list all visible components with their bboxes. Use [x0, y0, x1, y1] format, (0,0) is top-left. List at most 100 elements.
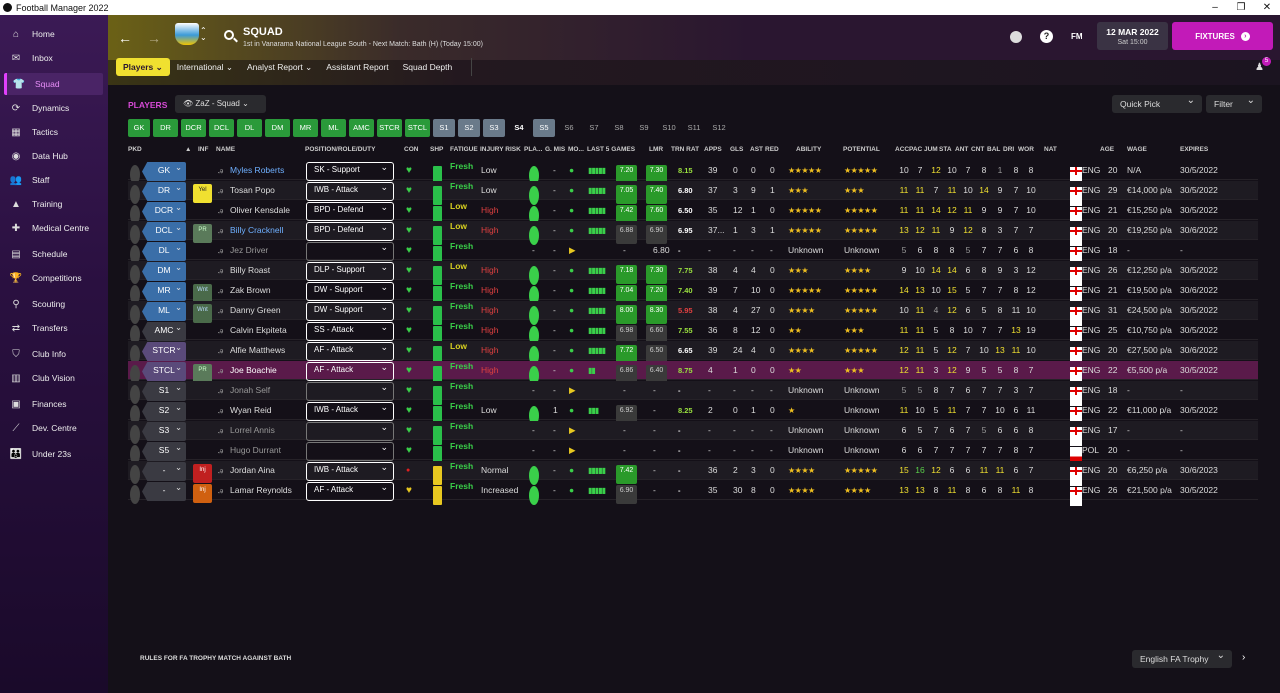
position-selector[interactable]: S3	[142, 422, 186, 441]
role-duty-selector[interactable]	[306, 440, 394, 461]
tab-players[interactable]: Players ⌄	[116, 58, 170, 76]
quick-pick-button[interactable]: Quick Pick	[1112, 92, 1202, 113]
pick-checkbox[interactable]	[130, 245, 140, 264]
player-name[interactable]: Billy Cracknell	[230, 225, 284, 235]
view-select[interactable]: 👁 ZaZ - Squad ⌄	[175, 95, 266, 113]
chevron-down-icon[interactable]: ⌄	[175, 262, 183, 272]
position-selector[interactable]: MR	[142, 282, 186, 301]
player-name[interactable]: Myles Roberts	[230, 165, 285, 175]
pick-checkbox[interactable]	[130, 225, 140, 244]
column-header[interactable]: PAC	[909, 146, 923, 153]
position-filter-s3[interactable]: S3	[483, 119, 505, 137]
tab-assistant-report[interactable]: Assistant Report	[326, 62, 389, 72]
column-header[interactable]: ACC	[895, 146, 910, 153]
sidebar-item-inbox[interactable]: ✉ Inbox	[4, 47, 103, 69]
player-name[interactable]: Jordan Aina	[230, 465, 275, 475]
column-header[interactable]: POSITION/ROLE/DUTY	[305, 146, 376, 153]
fm-icon[interactable]: FM	[1071, 32, 1083, 41]
sidebar-item-squad[interactable]: 👕 Squad	[4, 73, 103, 95]
chevron-down-icon[interactable]: ⌄	[175, 342, 183, 352]
column-header[interactable]: SHP	[430, 146, 444, 153]
position-filter-s2[interactable]: S2	[458, 119, 480, 137]
player-name[interactable]: Joe Boachie	[230, 365, 277, 375]
sidebar-item-medical-centre[interactable]: ✚ Medical Centre	[4, 217, 103, 239]
pick-checkbox[interactable]	[130, 345, 140, 364]
column-header[interactable]: STA	[939, 146, 952, 153]
player-name[interactable]: Zak Brown	[230, 285, 271, 295]
chevron-down-icon[interactable]: ⌄	[175, 462, 183, 472]
column-header[interactable]: G. MIS	[545, 146, 566, 153]
table-row[interactable]: S1⌄ ꭿ Jonah Self ♥ Fresh - - ▶ - - - - - - - Unknown Unk…	[128, 380, 1258, 406]
position-selector[interactable]: -	[142, 482, 186, 501]
chevron-down-icon[interactable]: ⌄	[175, 422, 183, 432]
player-name[interactable]: Oliver Kensdale	[230, 205, 291, 215]
table-row[interactable]: DCL⌄ PR ꭿ Billy Cracknell BPD - Defend ♥ Low Hi…	[128, 220, 1258, 246]
sidebar-item-competitions[interactable]: 🏆 Competitions	[4, 267, 103, 289]
position-selector[interactable]: AMC	[142, 322, 186, 341]
role-duty-selector[interactable]: AF - Attack	[306, 360, 394, 381]
chevron-down-icon[interactable]: ⌄	[175, 162, 183, 172]
chevron-down-icon[interactable]: ⌄	[175, 222, 183, 232]
chevron-down-icon[interactable]: ⌄	[175, 482, 183, 492]
position-filter-s9[interactable]: S9	[639, 123, 649, 132]
sidebar-item-club-vision[interactable]: ▥ Club Vision	[4, 367, 103, 389]
back-arrow-icon[interactable]: ←	[118, 30, 132, 46]
table-row[interactable]: AMC⌄ ꭿ Calvin Ekpiteta SS - Attack ♥ Fresh Hig…	[128, 320, 1258, 346]
tab-international[interactable]: International ⌄	[176, 62, 234, 72]
chevron-down-icon[interactable]: ⌄	[175, 382, 183, 392]
table-row[interactable]: GK⌄ ꭿ Myles Roberts SK - Support ♥ Fresh Low - ●…	[128, 160, 1258, 186]
position-filter-stcr[interactable]: STCR	[377, 119, 402, 137]
position-filter-s7[interactable]: S7	[589, 123, 599, 132]
column-header[interactable]: RED	[765, 146, 779, 153]
position-selector[interactable]: DM	[142, 262, 186, 281]
close-button[interactable]: ✕	[1262, 2, 1272, 13]
player-name[interactable]: Calvin Ekpiteta	[230, 325, 287, 335]
column-header[interactable]: CNT	[971, 146, 985, 153]
role-duty-selector[interactable]: DW - Support	[306, 280, 394, 301]
position-selector[interactable]: DCR	[142, 202, 186, 221]
pick-checkbox[interactable]	[130, 445, 140, 464]
sidebar-item-transfers[interactable]: ⇄ Transfers	[4, 317, 103, 339]
role-duty-selector[interactable]: AF - Attack	[306, 480, 394, 501]
tab-squad-depth[interactable]: Squad Depth	[402, 62, 453, 72]
pick-checkbox[interactable]	[130, 205, 140, 224]
table-row[interactable]: DCR⌄ ꭿ Oliver Kensdale BPD - Defend ♥ Low High…	[128, 200, 1258, 226]
position-filter-dr[interactable]: DR	[153, 119, 178, 137]
player-name[interactable]: Hugo Durrant	[230, 445, 282, 455]
table-row[interactable]: STCL⌄ PR ꭿ Joe Boachie AF - Attack ♥ Fresh High…	[128, 360, 1258, 386]
pick-checkbox[interactable]	[130, 485, 140, 504]
role-duty-selector[interactable]: BPD - Defend	[306, 220, 394, 241]
player-name[interactable]: Jonah Self	[230, 385, 271, 395]
fixtures-button[interactable]: FIXTURES ›	[1172, 22, 1273, 50]
competition-select[interactable]: English FA Trophy	[1132, 647, 1232, 668]
column-header[interactable]: GLS	[730, 146, 744, 153]
chevron-right-icon[interactable]: ›	[1242, 652, 1246, 663]
pick-checkbox[interactable]	[130, 285, 140, 304]
position-filter-s11[interactable]: S11	[687, 123, 701, 132]
role-duty-selector[interactable]: IWB - Attack	[306, 460, 394, 481]
column-header[interactable]: POTENTIAL	[843, 146, 880, 153]
position-filter-dcl[interactable]: DCL	[209, 119, 234, 137]
pick-checkbox[interactable]	[130, 265, 140, 284]
column-header[interactable]: PLA...	[524, 146, 543, 153]
table-row[interactable]: STCR⌄ ꭿ Alfie Matthews AF - Attack ♥ Low High -…	[128, 340, 1258, 366]
position-selector[interactable]: S5	[142, 442, 186, 461]
role-duty-selector[interactable]: AF - Attack	[306, 340, 394, 361]
column-header[interactable]: ABILITY	[796, 146, 822, 153]
sidebar-item-dev-centre[interactable]: ⟋ Dev. Centre	[4, 417, 103, 439]
pick-checkbox[interactable]	[130, 425, 140, 444]
role-duty-selector[interactable]: BPD - Defend	[306, 200, 394, 221]
pick-checkbox[interactable]	[130, 465, 140, 484]
chevron-down-icon[interactable]: ⌄	[175, 242, 183, 252]
position-filter-s1[interactable]: S1	[433, 119, 455, 137]
position-filter-s12[interactable]: S12	[712, 123, 726, 132]
position-filter-dl[interactable]: DL	[237, 119, 262, 137]
tab-analyst-report[interactable]: Analyst Report ⌄	[247, 62, 313, 72]
role-duty-selector[interactable]	[306, 240, 394, 261]
table-row[interactable]: DM⌄ ꭿ Billy Roast DLP - Support ♥ Low High - ● ▮▮…	[128, 260, 1258, 286]
